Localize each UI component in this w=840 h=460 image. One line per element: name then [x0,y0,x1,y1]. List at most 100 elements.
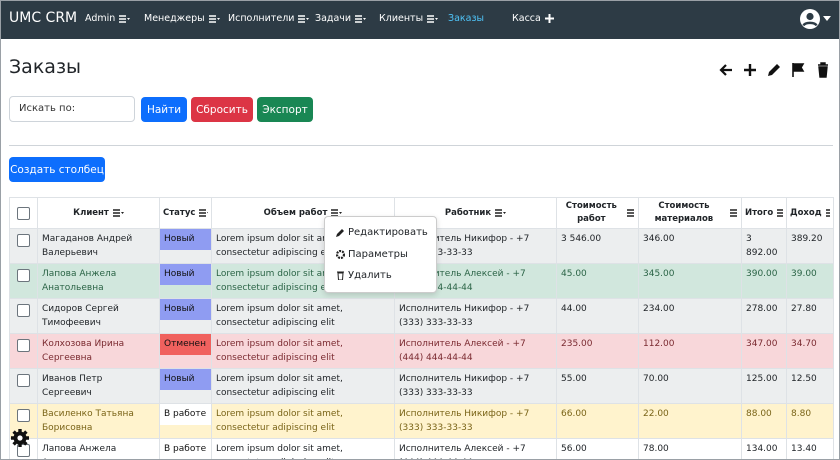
nav-item[interactable]: Admin [85,13,131,24]
menu-icon [298,14,310,23]
header-content: Итого [745,207,783,220]
header-content: Клиент [41,207,156,220]
checkbox[interactable] [17,409,30,422]
header-content: Работник [398,207,553,220]
nav-label: Клиенты [379,13,424,24]
header-label: Итого [745,207,774,218]
table-cell: 39.00 [786,263,834,299]
header-label: Объем работ [263,207,328,218]
table-cell: 66.00 [556,403,639,439]
table-cell: 8.80 [786,403,834,439]
table-cell: Lorem ipsum dolor sit amet, consectetur … [211,403,395,439]
nav-label: Исполнители [228,13,295,24]
checkbox-cell [9,333,38,369]
menu-item[interactable]: Редактировать [336,227,428,238]
checkbox[interactable] [17,339,30,352]
table-row[interactable]: Василенко Татьяна Борисовна В работе Lorem… [9,403,834,439]
menu-icon [777,209,783,217]
table-cell: 88.00 [741,403,787,439]
find-button[interactable]: Найти [141,97,187,122]
status-badge: Отменен [160,334,211,355]
settings-icon[interactable] [10,428,30,448]
nav-item-active[interactable]: Заказы [448,13,484,24]
status-badge: В работе [160,439,211,459]
header-cell: Статус [159,197,212,229]
nav-item[interactable]: Задачи [315,13,367,24]
status-badge: Новый [160,299,211,320]
table-cell: В работе [159,403,212,439]
orders-table: Клиент Статус Объем работ Работник Стоимость… [9,197,834,459]
status-badge: В работе [160,404,211,425]
table-cell: Отменен [159,333,212,369]
table-row[interactable]: Колхозова Ирина Сергеевна Отменен Lorem ip… [9,333,834,369]
checkbox[interactable] [17,444,30,457]
table-cell: 112.00 [638,333,742,369]
header-label: Стоимость материалов [654,201,714,224]
nav-item[interactable]: Исполнители [228,13,310,24]
table-row[interactable]: Иванов Петр Сергеевич Новый Lorem ipsum do… [9,368,834,404]
menu-item[interactable]: Удалить [336,270,392,281]
status-badge: Новый [160,369,211,390]
menu-icon [119,14,131,23]
checkbox[interactable] [17,304,30,317]
header-row: Клиент Статус Объем работ Работник Стоимость… [9,197,834,229]
flag-icon[interactable] [792,63,805,77]
table-row[interactable]: Сидоров Сергей Тимофеевич Новый Lorem ipsu… [9,298,834,334]
header-content: Стоимость работ [560,200,635,226]
table-cell: 45.00 [556,263,639,299]
edit-icon[interactable] [768,64,780,76]
table-cell: Lorem ipsum dolor sit amet, consectetur … [211,368,395,404]
header-content: Доход [790,207,830,220]
export-button[interactable]: Экспорт [257,97,313,122]
menu-item[interactable]: Параметры [336,249,408,260]
table-cell: Lorem ipsum dolor sit amet, consectetur … [211,333,395,369]
table-cell: В работе [159,438,212,459]
table-cell: 125.00 [741,368,787,404]
avatar[interactable] [799,8,821,30]
checkbox[interactable] [17,206,30,220]
header-label: Работник [444,207,492,218]
search-input[interactable]: Искать по: [9,96,135,122]
delete-icon[interactable] [818,62,828,78]
menu-icon [495,209,507,217]
nav-item[interactable]: Касса [512,13,554,24]
nav-item[interactable]: Клиенты [379,13,439,24]
menu-label: Удалить [348,270,392,281]
table-cell: Новый [159,298,212,334]
menu-icon [825,209,830,217]
table-cell: 44.00 [556,298,639,334]
header-content: Статус [163,207,208,220]
checkbox-cell [9,263,38,299]
checkbox[interactable] [17,374,30,387]
back-icon[interactable] [719,64,732,76]
checkbox[interactable] [17,269,30,282]
table-cell: Колхозова Ирина Сергеевна [37,333,160,369]
reset-button[interactable]: Сбросить [191,97,253,122]
header-label: Клиент [73,207,109,218]
menu-icon [112,209,124,217]
header-cell: Клиент [37,197,160,229]
table-cell: Новый [159,263,212,299]
plus-icon [544,14,554,23]
checkbox[interactable] [17,234,30,247]
brand[interactable]: UMC CRM [9,10,78,26]
table-cell: Иванов Петр Сергеевич [37,368,160,404]
header-cell: Стоимость работ [556,197,639,229]
status-badge: Новый [160,264,211,285]
menu-icon [626,209,635,217]
table-cell: 389.20 [786,228,834,264]
table-cell: 134.00 [741,438,787,459]
header-label: Доход [790,207,822,218]
nav-label: Касса [512,13,541,24]
add-icon[interactable] [744,64,756,76]
table-cell: 390.00 [741,263,787,299]
nav-item[interactable]: Менеджеры [144,13,220,24]
menu-label: Параметры [348,249,408,260]
menu-icon [199,209,208,217]
table-cell: Исполнитель Никифор - +7 (333) 333-33-33 [394,298,557,334]
create-column-button[interactable]: Создать столбец [9,157,105,182]
header-cell: Стоимость материалов [638,197,742,229]
nav-label: Заказы [448,13,485,24]
